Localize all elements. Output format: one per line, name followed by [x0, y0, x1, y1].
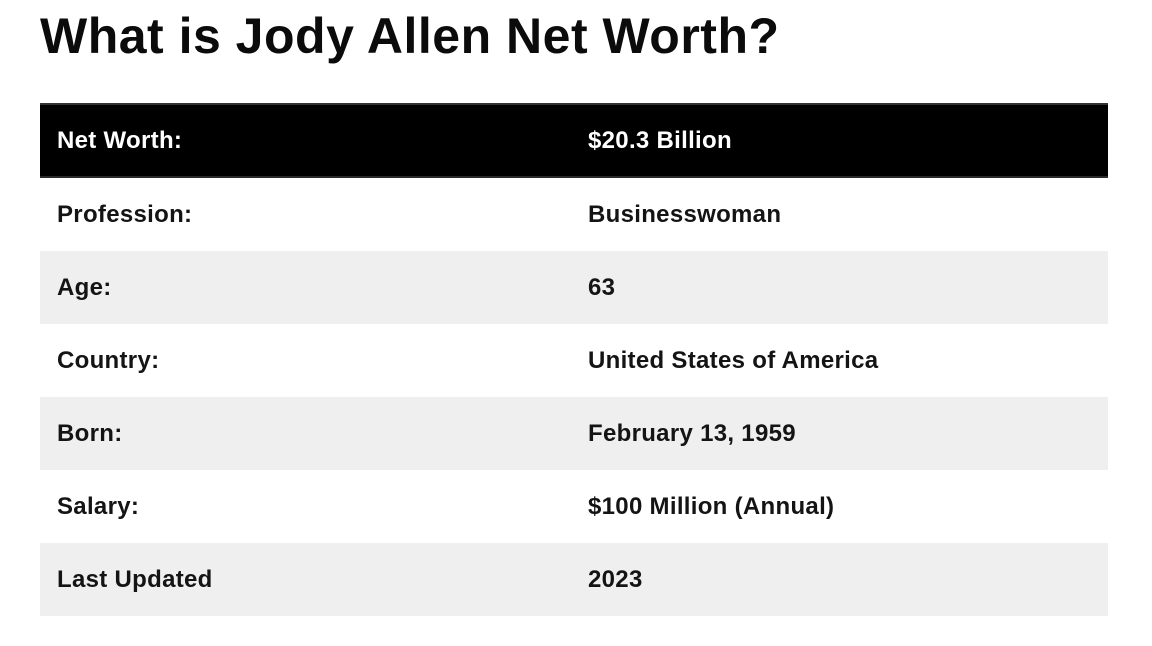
fact-label: Net Worth:	[57, 126, 183, 154]
table-row: Salary: $100 Million (Annual)	[40, 470, 1108, 543]
fact-value: $100 Million (Annual)	[588, 492, 835, 520]
table-row: Born: February 13, 1959	[40, 397, 1108, 470]
fact-label: Last Updated	[57, 565, 213, 593]
fact-value: $20.3 Billion	[588, 126, 732, 154]
fact-label: Born:	[57, 419, 123, 447]
fact-value: Businesswoman	[588, 200, 782, 228]
page-title: What is Jody Allen Net Worth?	[40, 8, 780, 64]
fact-label: Salary:	[57, 492, 140, 520]
table-row: Age: 63	[40, 251, 1108, 324]
fact-value: 2023	[588, 565, 643, 593]
table-row: Last Updated 2023	[40, 543, 1108, 616]
table-row: Country: United States of America	[40, 324, 1108, 397]
fact-table: Net Worth: $20.3 Billion Profession: Bus…	[40, 103, 1108, 616]
table-row: Profession: Businesswoman	[40, 178, 1108, 251]
fact-value: February 13, 1959	[588, 419, 796, 447]
fact-value: 63	[588, 273, 616, 301]
fact-label: Profession:	[57, 200, 193, 228]
table-row: Net Worth: $20.3 Billion	[40, 103, 1108, 178]
fact-label: Country:	[57, 346, 160, 374]
fact-value: United States of America	[588, 346, 879, 374]
fact-label: Age:	[57, 273, 112, 301]
